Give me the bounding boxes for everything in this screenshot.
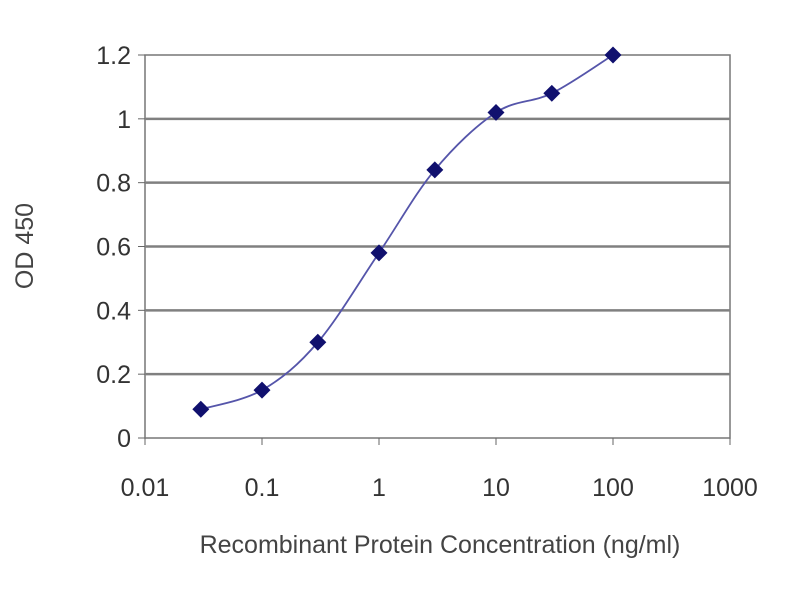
data-point-marker <box>487 103 505 121</box>
y-tick-label: 1.2 <box>96 42 131 70</box>
y-axis-title: OD 450 <box>11 203 39 289</box>
x-tick-label: 0.01 <box>121 474 170 502</box>
y-tick-label: 0.4 <box>96 297 131 325</box>
data-points <box>192 46 622 418</box>
x-tick-label: 10 <box>482 474 510 502</box>
y-tick-label: 1 <box>117 106 131 134</box>
y-tick-label: 0.2 <box>96 361 131 389</box>
x-tick-label: 1 <box>372 474 386 502</box>
data-point-marker <box>309 333 327 351</box>
data-point-marker <box>192 400 210 418</box>
x-axis-tick-labels: 0.01 0.1 1 10 100 1000 <box>121 438 758 502</box>
series-line <box>200 54 614 411</box>
y-tick-label: 0.8 <box>96 170 131 198</box>
x-tick-label: 0.1 <box>245 474 280 502</box>
x-axis-title: Recombinant Protein Concentration (ng/ml… <box>200 531 681 559</box>
data-point-marker <box>426 161 444 179</box>
y-axis-tick-labels: 0 0.2 0.4 0.6 0.8 1 1.2 <box>96 42 145 453</box>
gridlines <box>145 117 730 376</box>
data-point-marker <box>253 381 271 399</box>
x-tick-label: 100 <box>592 474 634 502</box>
data-point-marker <box>543 84 561 102</box>
y-tick-label: 0.6 <box>96 234 131 262</box>
data-point-marker <box>370 244 388 262</box>
y-tick-label: 0 <box>117 425 131 453</box>
x-tick-label: 1000 <box>702 474 758 502</box>
data-point-marker <box>604 46 622 64</box>
